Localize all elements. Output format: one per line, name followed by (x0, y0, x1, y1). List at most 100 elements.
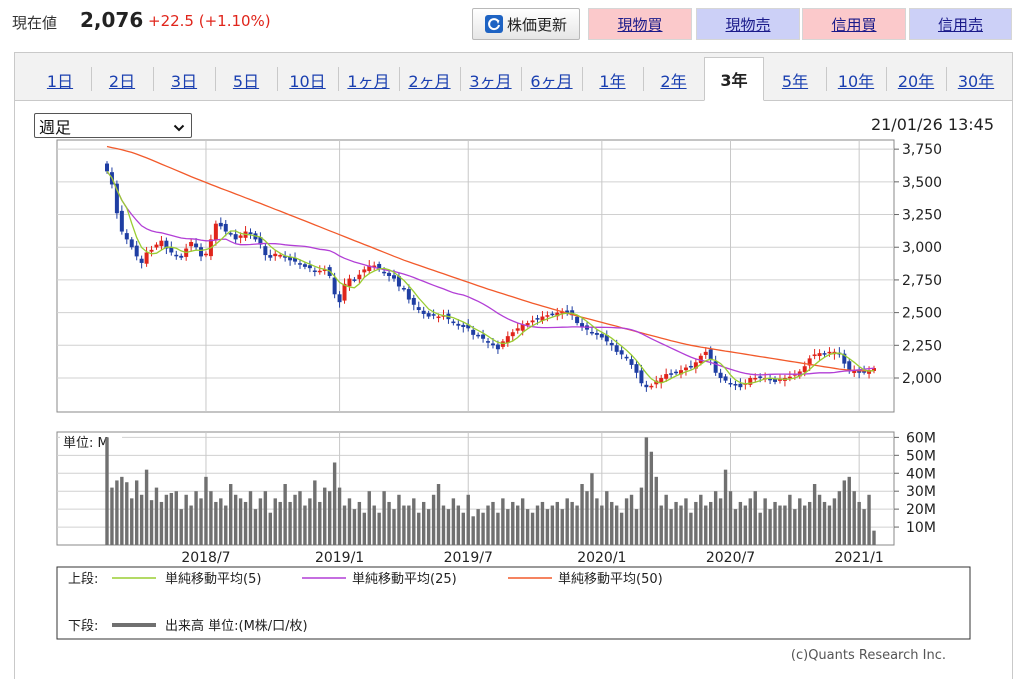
volume-bar (258, 498, 263, 545)
candlestick (352, 277, 357, 283)
volume-bar (179, 509, 183, 545)
volume-bar (189, 505, 193, 545)
candlestick (337, 291, 342, 308)
volume-bar (511, 501, 515, 545)
volume-bar (748, 498, 752, 545)
volume-bar (634, 509, 639, 545)
volume-bar (852, 491, 856, 545)
volume-bar (144, 469, 149, 545)
candlestick (703, 347, 708, 359)
volume-bar (540, 501, 545, 545)
candlestick (580, 318, 585, 331)
candlestick (664, 368, 669, 382)
candlestick (639, 364, 644, 387)
tab-period-2[interactable]: 2日 (108, 72, 136, 91)
tab-period-7[interactable]: 2ヶ月 (408, 72, 451, 91)
volume-bar (565, 498, 569, 545)
volume-bar (664, 494, 668, 545)
volume-bar (486, 505, 490, 545)
volume-bar (758, 512, 762, 545)
volume-bar (238, 498, 243, 545)
volume-bar (397, 494, 401, 545)
candlestick (357, 269, 362, 284)
tab-period-10[interactable]: 1年 (599, 72, 626, 91)
volume-bar (535, 505, 540, 545)
refresh-price-button[interactable]: 株価更新 (472, 8, 580, 40)
tab-period-16[interactable]: 30年 (957, 72, 995, 91)
volume-bar (575, 505, 579, 545)
volume-bar (753, 491, 757, 545)
tab-period-15[interactable]: 20年 (897, 72, 935, 91)
volume-bar (827, 505, 832, 545)
volume-bar (723, 469, 728, 545)
trade-button-2[interactable]: 現物売 (696, 8, 800, 40)
volume-bar (773, 501, 777, 545)
candlestick (505, 331, 510, 347)
tab-period-14[interactable]: 10年 (837, 72, 875, 91)
volume-bar (817, 494, 822, 545)
x-tick-label: 2020/1 (577, 550, 626, 566)
volume-bar (728, 491, 733, 545)
price-change: +22.5 (+1.10%) (148, 12, 271, 30)
candlestick (164, 237, 169, 255)
legend-ma5-label: 単純移動平均(5) (165, 571, 261, 587)
tab-period-8[interactable]: 3ヶ月 (469, 72, 512, 91)
volume-bar (718, 498, 723, 545)
tab-period-9[interactable]: 6ヶ月 (530, 72, 573, 91)
x-tick-label: 2019/1 (315, 550, 364, 566)
volume-bar (738, 501, 743, 545)
bar-interval-select[interactable]: 週足 (34, 113, 192, 138)
tab-period-4[interactable]: 5日 (232, 72, 260, 91)
tab-period-5[interactable]: 10日 (289, 72, 326, 91)
volume-bar (214, 501, 218, 545)
tab-period-1[interactable]: 1日 (46, 72, 74, 91)
trade-button-1[interactable]: 現物買 (588, 8, 692, 40)
candlestick (134, 240, 139, 261)
tab-period-12[interactable]: 3年 (704, 57, 764, 101)
volume-bar (204, 476, 208, 545)
volume-bar (417, 512, 421, 545)
volume-bar (614, 505, 619, 545)
candlestick (248, 228, 253, 239)
candlestick (693, 358, 698, 374)
candlestick (426, 310, 431, 319)
candlestick (852, 365, 857, 377)
price-tick-label: 3,750 (902, 142, 942, 158)
volume-bar (778, 505, 782, 545)
refresh-icon (484, 15, 503, 33)
volume-bar (803, 505, 807, 545)
candlestick (530, 315, 535, 327)
candlestick (149, 245, 154, 257)
trade-button-3[interactable]: 信用買 (802, 8, 906, 40)
trade-button-4[interactable]: 信用売 (909, 8, 1012, 40)
tab-separator (946, 67, 947, 91)
candlestick (322, 265, 327, 275)
candlestick (139, 255, 144, 269)
candlestick (223, 220, 228, 237)
tab-period-3[interactable]: 3日 (170, 72, 198, 91)
volume-bar (174, 491, 178, 545)
volume-bar (501, 498, 505, 545)
tab-period-13[interactable]: 5年 (781, 72, 809, 91)
candlestick (609, 339, 614, 351)
x-tick-label: 2021/1 (835, 550, 884, 566)
candlestick (550, 311, 555, 317)
volume-bar (120, 476, 124, 545)
tab-period-6[interactable]: 1ヶ月 (347, 72, 390, 91)
tab-separator (338, 67, 339, 91)
candlestick (669, 369, 674, 379)
volume-bar (194, 491, 198, 545)
volume-bar (243, 501, 248, 545)
volume-bar (125, 482, 129, 545)
candlestick (159, 235, 164, 251)
volume-bar (456, 505, 461, 545)
candlestick (807, 355, 812, 371)
volume-bar (233, 494, 238, 545)
volume-bar (807, 501, 812, 545)
price-tick-label: 2,000 (902, 371, 942, 387)
candlestick (114, 180, 119, 219)
volume-unit-label: 単位: M (63, 435, 109, 451)
tab-period-11[interactable]: 2年 (660, 72, 687, 91)
candlestick (674, 369, 679, 376)
candlestick (812, 348, 817, 360)
